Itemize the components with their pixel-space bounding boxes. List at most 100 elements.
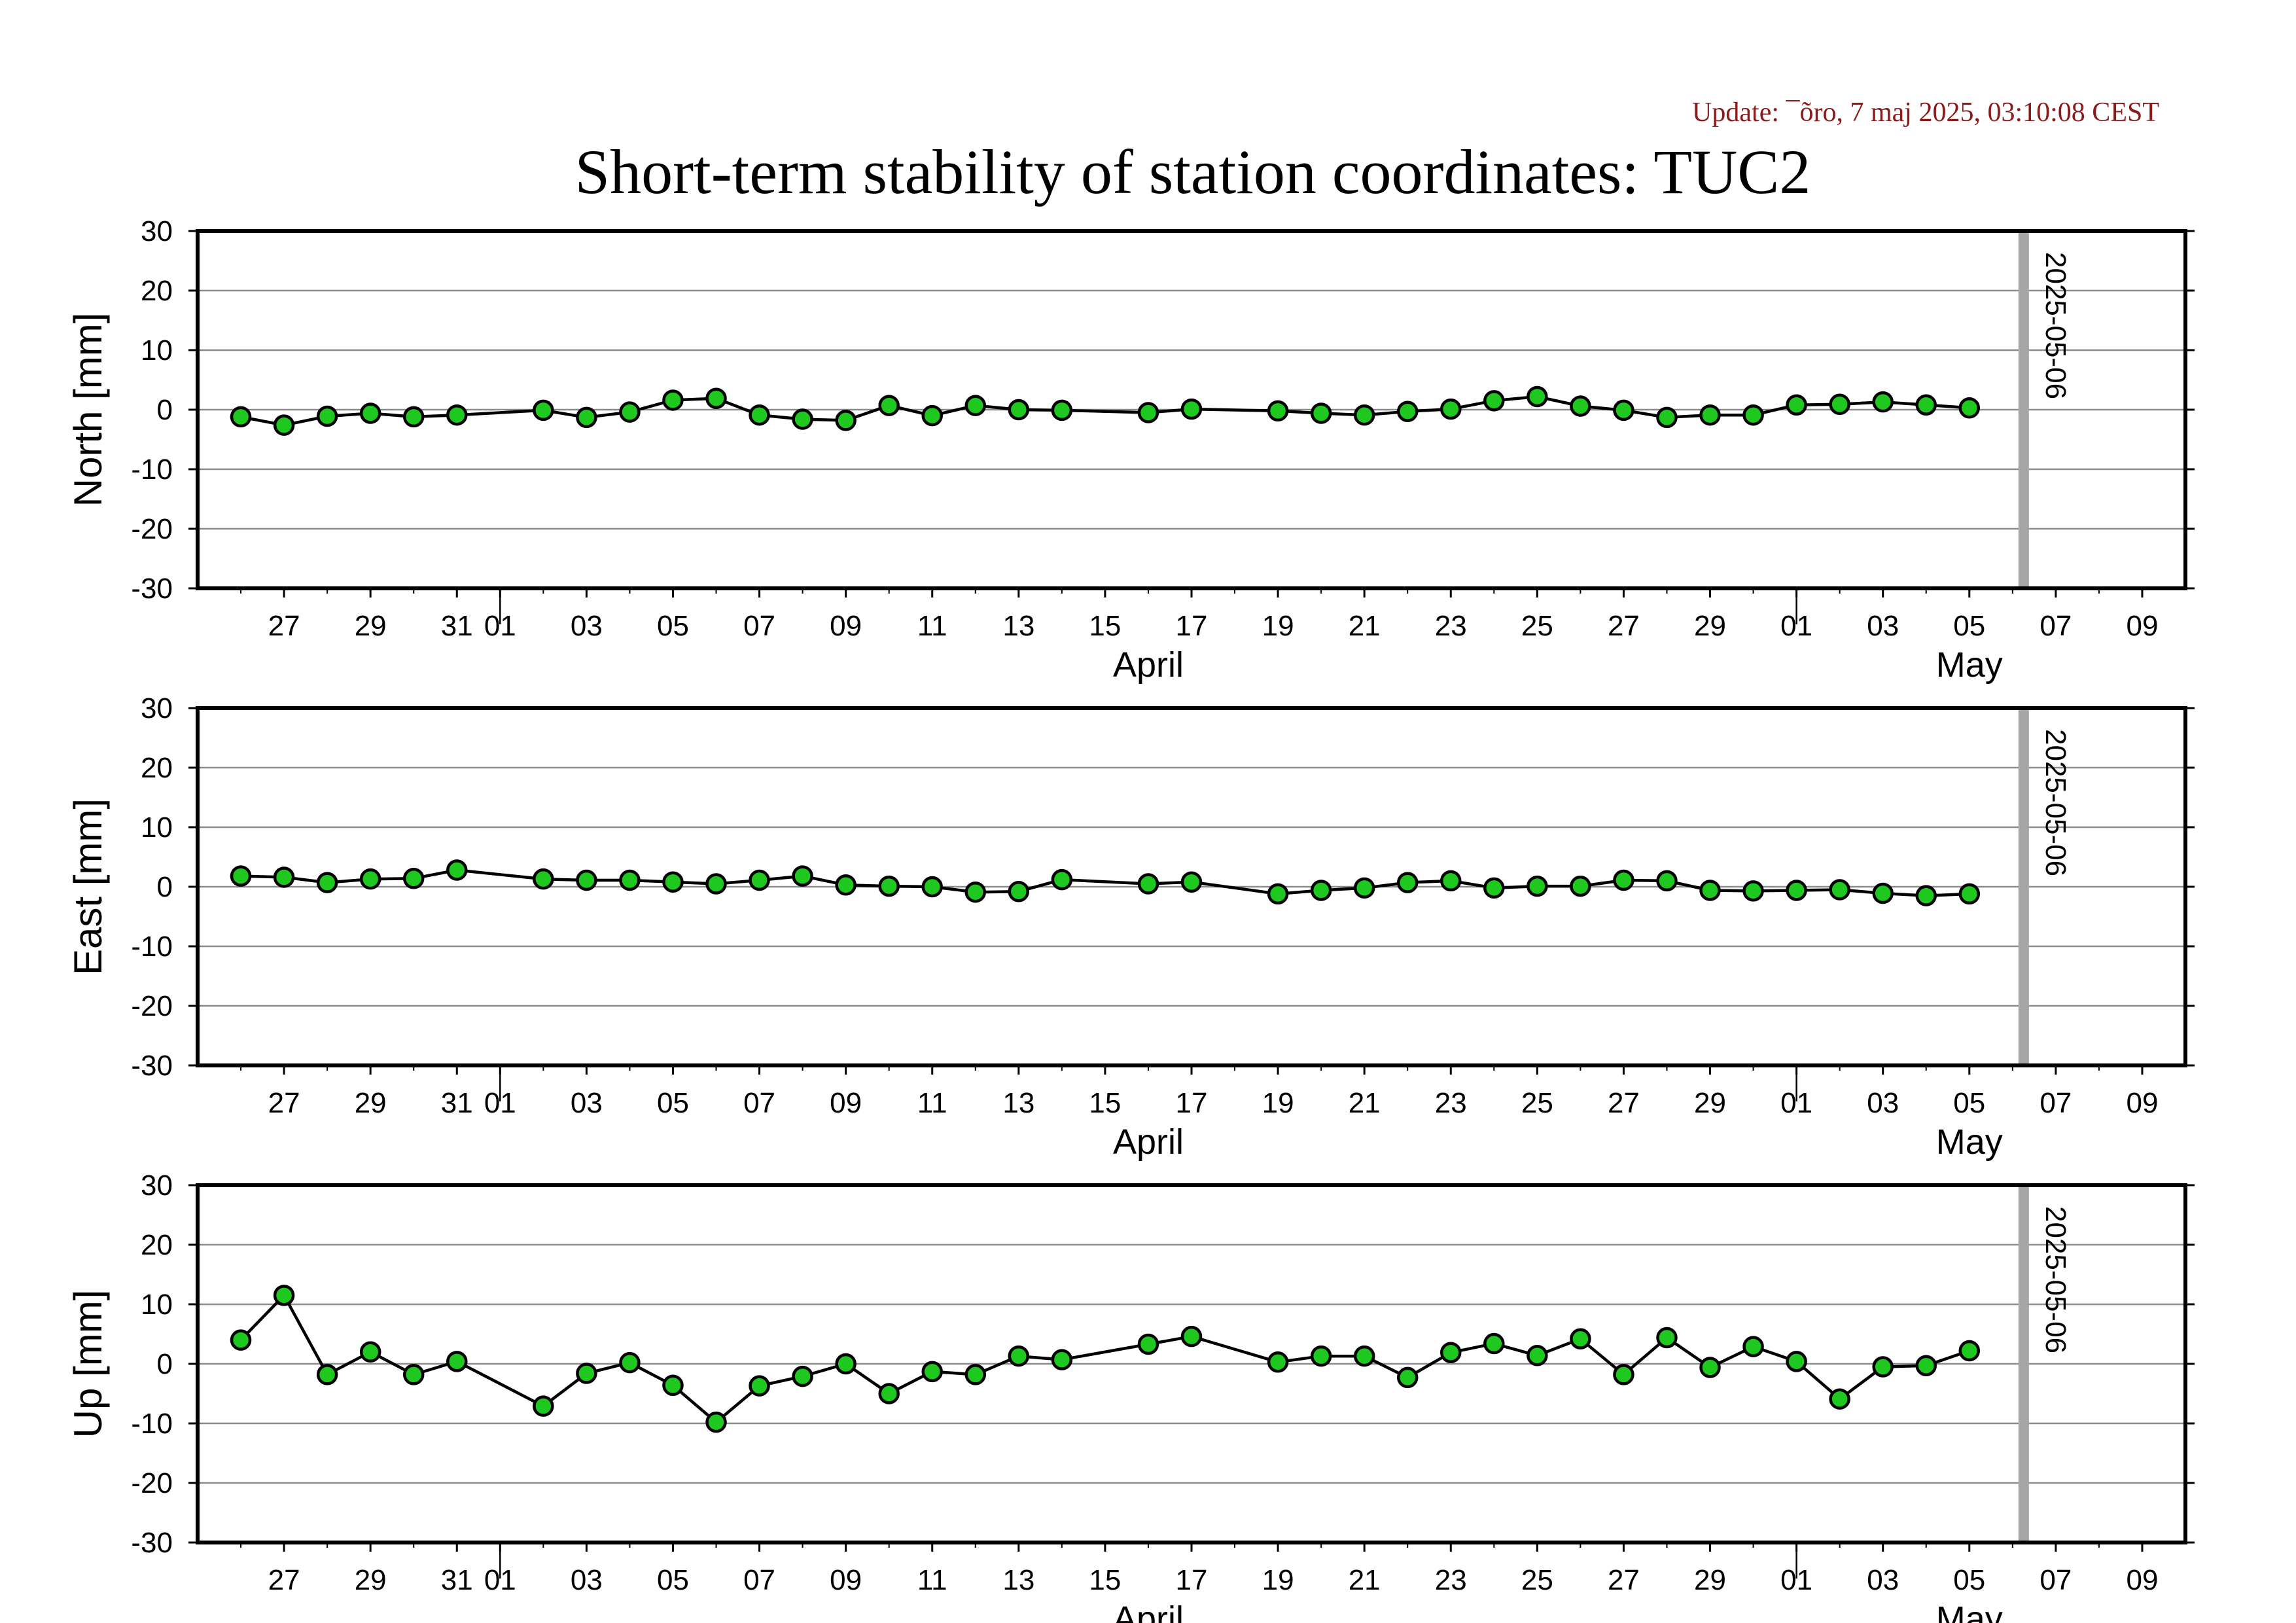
data-point [1180,1325,1203,1347]
data-point [1872,882,1894,904]
data-point [1008,399,1030,421]
data-point [792,865,813,887]
data-point [835,410,857,431]
y-tick-label: 20 [141,275,173,307]
data-point [230,865,252,887]
data-point [1267,883,1289,905]
data-point [921,404,943,427]
data-point [1613,1364,1634,1385]
data-point [1656,870,1678,892]
data-point [705,873,727,895]
y-tick-label: -20 [131,990,173,1022]
x-tick-label: 31 [441,1087,473,1119]
data-point [1786,1351,1807,1372]
x-tick-label: 31 [441,1564,473,1596]
data-point [1527,1345,1548,1366]
data-point [1051,399,1073,421]
x-tick-label: 07 [743,1087,775,1119]
x-tick-label: 03 [1867,610,1899,642]
data-point [316,405,338,427]
x-tick-label: 19 [1262,610,1294,642]
data-point [619,869,641,891]
x-tick-label: 29 [355,1564,387,1596]
data-point [1570,1328,1591,1350]
data-point [662,1374,684,1397]
x-tick-label: 01 [1780,610,1812,642]
month-label: April [1113,645,1184,685]
x-tick-label: 05 [1953,1564,1985,1596]
data-point [402,406,425,428]
x-tick-label: 15 [1089,1564,1121,1596]
data-point [273,1285,295,1306]
data-point [273,414,295,436]
data-point [1008,881,1030,902]
x-tick-label: 29 [1694,1087,1726,1119]
x-tick-label: 31 [441,610,473,642]
x-tick-label: 09 [830,610,862,642]
y-tick-label: -30 [131,573,173,605]
data-point [1137,1333,1159,1355]
data-point [662,389,684,411]
data-point [1915,1355,1937,1376]
x-tick-label: 03 [1867,1564,1899,1596]
month-label: May [1936,1122,2003,1162]
data-point [662,871,684,893]
chart-panels: 30 20 10 0 -10 -20 -30 North [mm] 27 29 31 01 03 05 07… [66,215,2195,1623]
data-point [402,868,425,889]
data-point [921,876,943,898]
x-tick-label: 01 [1780,1564,1812,1596]
data-point [1786,880,1807,901]
data-point [1699,880,1721,901]
y-tick-label: 0 [157,394,173,426]
x-tick-label: 21 [1349,1087,1381,1119]
data-point [964,395,987,416]
panel-frame [196,706,2187,1067]
x-tick-label: 03 [1867,1087,1899,1119]
y-tick-label: -20 [131,1467,173,1499]
x-tick-label: 05 [657,1564,689,1596]
data-point [1915,394,1937,416]
data-point [316,872,338,893]
data-point [705,1411,727,1433]
month-label: May [1936,645,2003,685]
data-point [1353,877,1375,899]
data-point [273,866,295,888]
panel-frame [196,229,2187,590]
data-point [1396,401,1419,422]
data-point [1440,398,1462,420]
x-tick-label: 13 [1002,610,1034,642]
x-tick-label: 25 [1521,610,1553,642]
data-point [359,1341,381,1363]
data-point [1829,1388,1850,1410]
data-point [921,1361,943,1383]
x-tick-label: 01 [484,610,516,642]
x-tick-label: 27 [268,1087,300,1119]
x-tick-label: 03 [571,1087,603,1119]
y-axis-label: North [mm] [66,313,110,507]
y-tick-label: -10 [131,1408,173,1440]
data-point [1310,1345,1332,1367]
data-point [446,859,468,881]
x-tick-label: 25 [1521,1564,1553,1596]
data-point [1829,393,1850,416]
data-point [446,404,468,426]
y-tick-label: 0 [157,871,173,903]
data-point [1958,883,1981,905]
x-tick-label: 17 [1176,1087,1208,1119]
data-point [576,406,597,429]
chart-title: Short-term stability of station coordina… [575,137,1811,207]
x-tick-label: 29 [1694,1564,1726,1596]
x-tick-label: 07 [2040,610,2072,642]
data-point [1613,399,1634,421]
x-tick-label: 07 [2040,1564,2072,1596]
y-tick-label: 30 [141,1169,173,1202]
data-point [1829,879,1850,901]
x-tick-label: 11 [917,1564,947,1596]
month-label: April [1113,1599,1184,1623]
data-point [1137,402,1159,423]
data-point [359,402,381,424]
x-tick-label: 17 [1176,1564,1208,1596]
y-axis-label: East [mm] [66,798,110,975]
data-point [619,401,641,423]
x-tick-label: 19 [1262,1564,1294,1596]
